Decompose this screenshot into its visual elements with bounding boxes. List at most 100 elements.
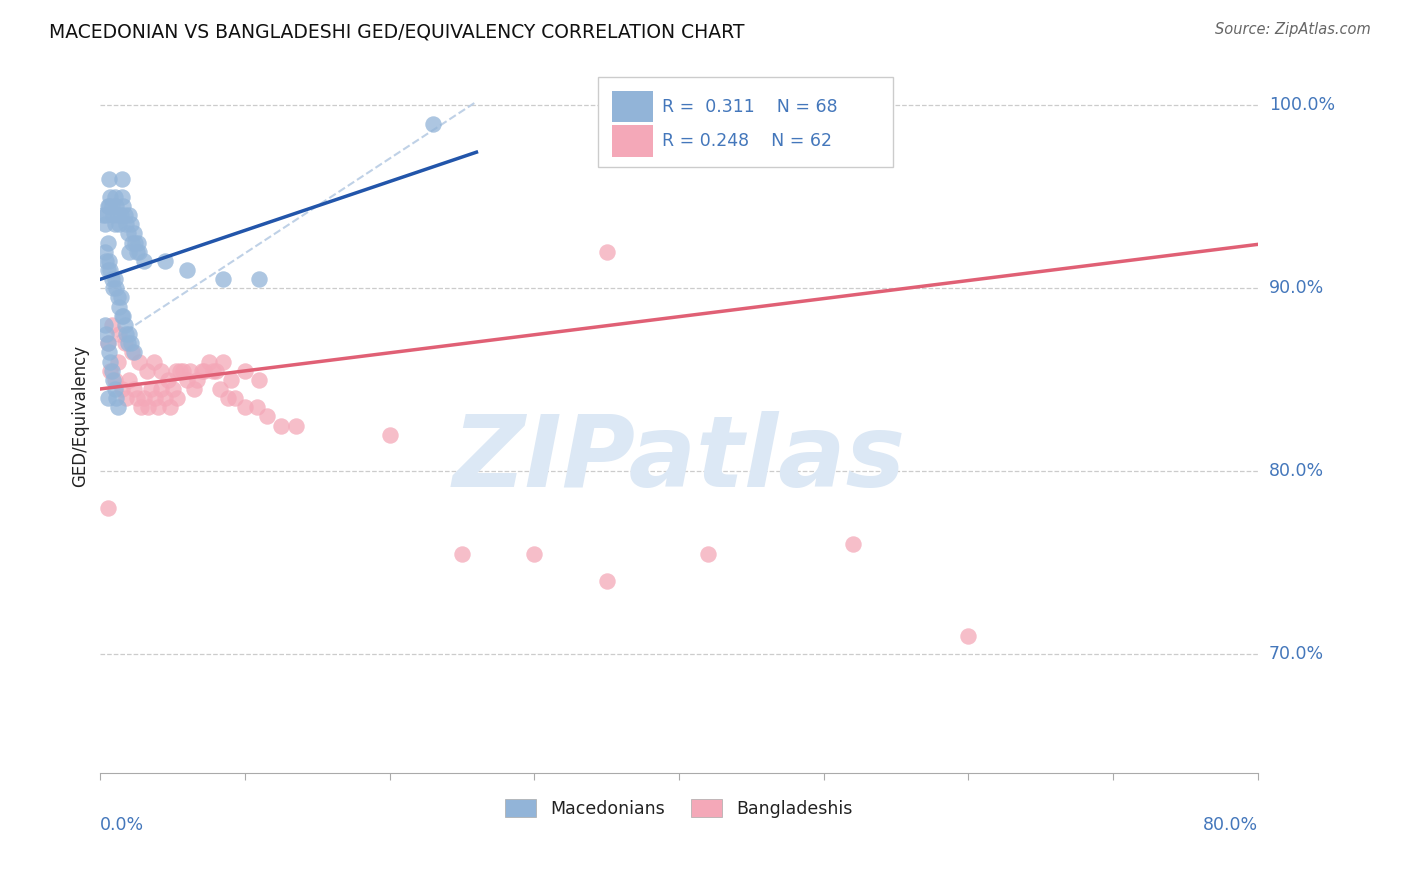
Point — [118, 244, 141, 259]
Point — [166, 391, 188, 405]
Point — [112, 309, 135, 323]
FancyBboxPatch shape — [612, 91, 654, 122]
Point — [118, 373, 141, 387]
Point — [104, 190, 127, 204]
Point — [105, 391, 128, 405]
Point — [159, 401, 181, 415]
Point — [155, 253, 177, 268]
Point — [127, 235, 149, 250]
Point — [186, 373, 208, 387]
Point — [122, 345, 145, 359]
Y-axis label: GED/Equivalency: GED/Equivalency — [72, 345, 89, 487]
Text: 80.0%: 80.0% — [1268, 462, 1324, 480]
Point — [150, 364, 173, 378]
Point — [107, 290, 129, 304]
Point — [143, 391, 166, 405]
Text: MACEDONIAN VS BANGLADESHI GED/EQUIVALENCY CORRELATION CHART: MACEDONIAN VS BANGLADESHI GED/EQUIVALENC… — [49, 22, 745, 41]
Point — [132, 253, 155, 268]
Point — [217, 391, 239, 405]
Point — [595, 574, 617, 588]
FancyBboxPatch shape — [612, 125, 654, 157]
Point — [202, 364, 225, 378]
Point — [284, 418, 307, 433]
Point — [97, 336, 120, 351]
Point — [124, 235, 146, 250]
Text: 90.0%: 90.0% — [1268, 279, 1324, 297]
Point — [256, 409, 278, 424]
Point — [212, 354, 235, 368]
Legend: Macedonians, Bangladeshis: Macedonians, Bangladeshis — [498, 792, 859, 825]
Point — [957, 629, 980, 643]
Point — [104, 217, 127, 231]
Point — [107, 401, 129, 415]
Point — [105, 199, 128, 213]
Point — [176, 263, 198, 277]
Point — [114, 318, 136, 332]
Point — [118, 208, 141, 222]
Point — [93, 318, 115, 332]
Point — [98, 345, 121, 359]
Point — [209, 382, 232, 396]
Point — [105, 281, 128, 295]
Point — [121, 235, 143, 250]
Point — [128, 244, 150, 259]
Point — [422, 117, 444, 131]
Point — [98, 199, 121, 213]
FancyBboxPatch shape — [598, 78, 893, 167]
Point — [93, 217, 115, 231]
Point — [91, 208, 114, 222]
Point — [121, 345, 143, 359]
Point — [107, 208, 129, 222]
Point — [115, 217, 138, 231]
Point — [595, 244, 617, 259]
Point — [103, 373, 125, 387]
Point — [169, 364, 191, 378]
Point — [122, 227, 145, 241]
Point — [97, 500, 120, 515]
Point — [101, 272, 124, 286]
Point — [128, 354, 150, 368]
Point — [108, 300, 131, 314]
Point — [249, 373, 271, 387]
Point — [115, 327, 138, 342]
Point — [249, 272, 271, 286]
Point — [98, 171, 121, 186]
Point — [111, 171, 134, 186]
Point — [212, 272, 235, 286]
Point — [176, 373, 198, 387]
Point — [696, 547, 718, 561]
Point — [118, 327, 141, 342]
Point — [224, 391, 246, 405]
Point — [104, 373, 127, 387]
Point — [97, 263, 120, 277]
Point — [219, 373, 242, 387]
Point — [111, 382, 134, 396]
Point — [117, 336, 139, 351]
Point — [110, 208, 132, 222]
Text: 80.0%: 80.0% — [1202, 816, 1257, 834]
Text: ZIPatlas: ZIPatlas — [453, 410, 905, 508]
Text: Source: ZipAtlas.com: Source: ZipAtlas.com — [1215, 22, 1371, 37]
Point — [100, 263, 122, 277]
Text: 70.0%: 70.0% — [1268, 645, 1324, 664]
Point — [233, 364, 256, 378]
Point — [98, 253, 121, 268]
Point — [108, 327, 131, 342]
Point — [190, 364, 212, 378]
Point — [97, 336, 120, 351]
Point — [136, 401, 159, 415]
Point — [165, 364, 187, 378]
Point — [107, 354, 129, 368]
Point — [179, 364, 201, 378]
Point — [122, 382, 145, 396]
Point — [97, 199, 120, 213]
Point — [104, 272, 127, 286]
Point — [94, 253, 117, 268]
Point — [193, 364, 215, 378]
Point — [97, 235, 120, 250]
Point — [451, 547, 474, 561]
Point — [120, 217, 142, 231]
Point — [150, 382, 173, 396]
Point — [104, 382, 127, 396]
Point — [841, 537, 863, 551]
